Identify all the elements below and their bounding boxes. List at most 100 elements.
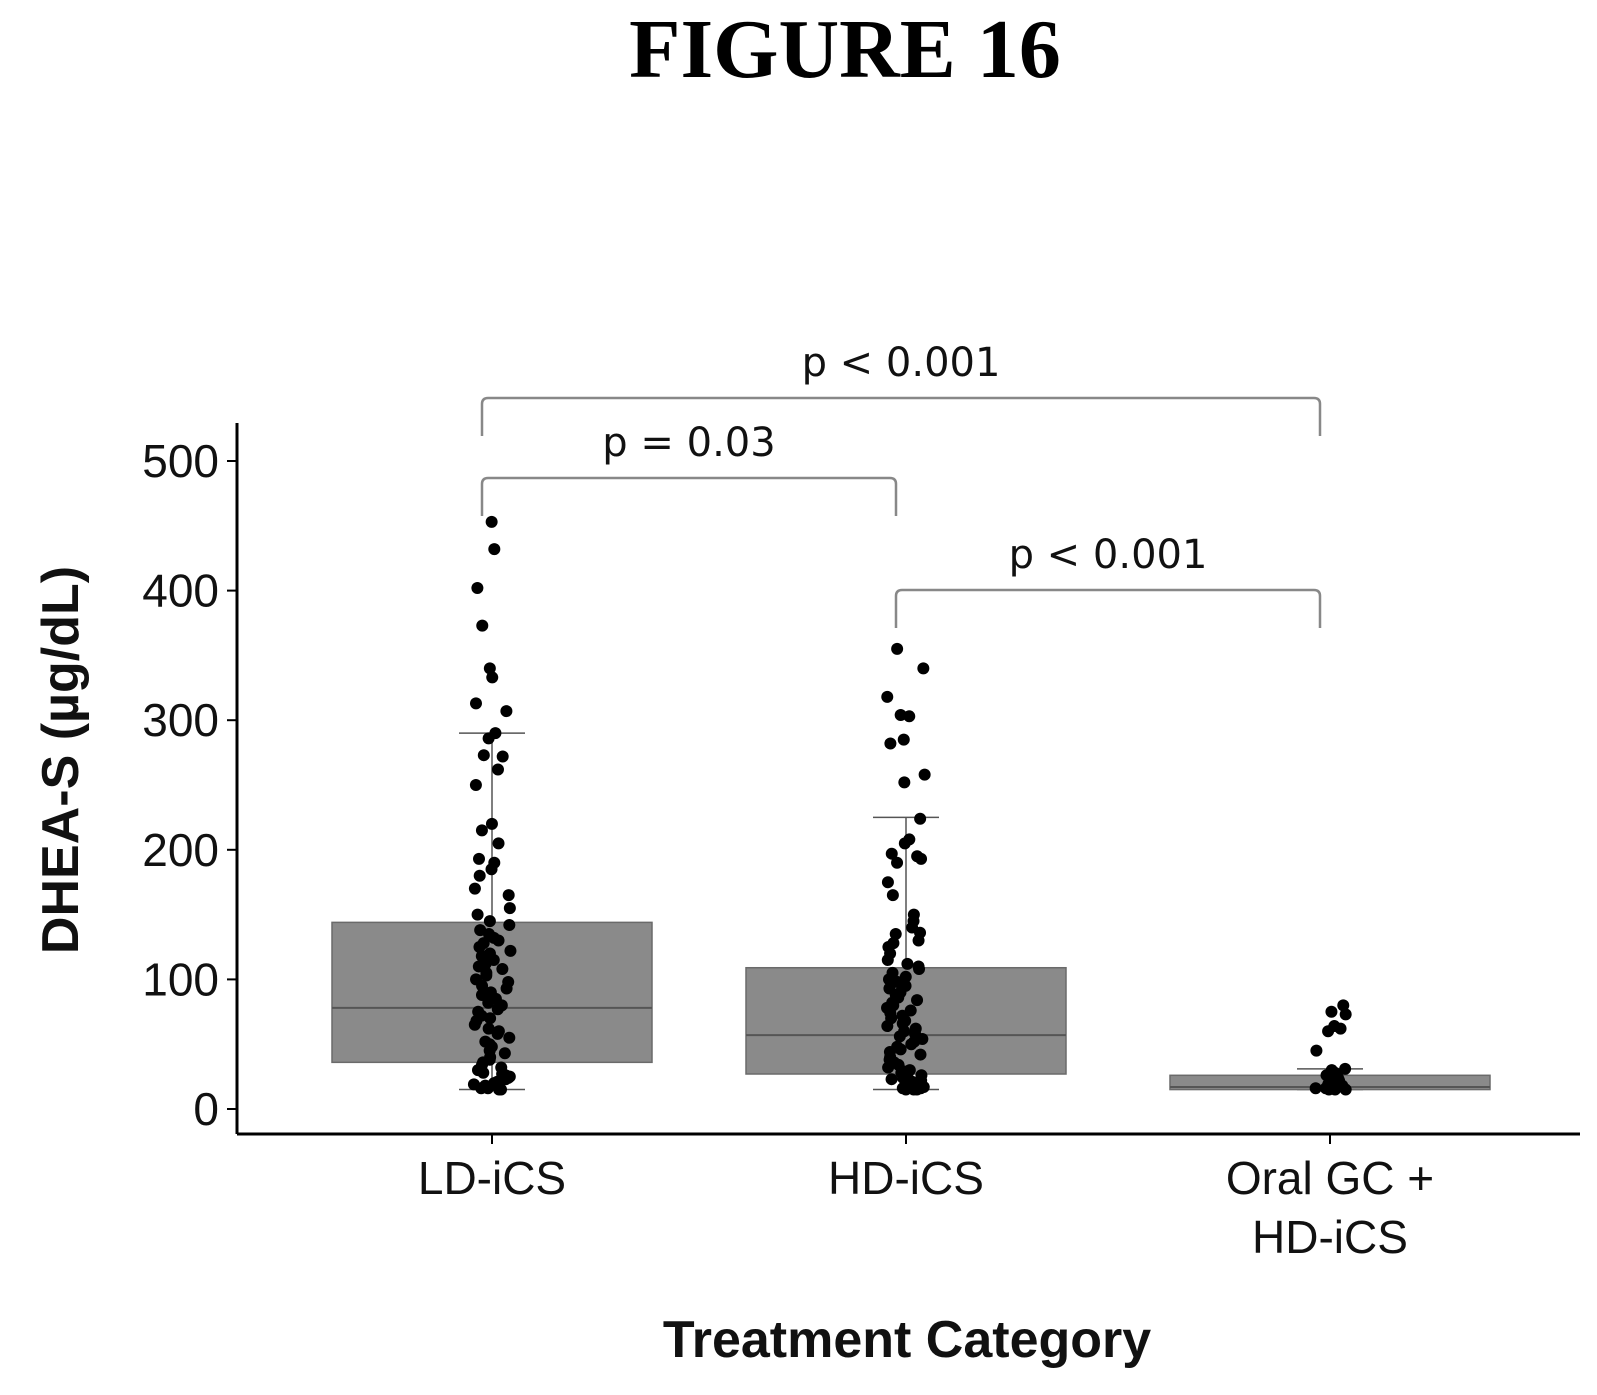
data-point	[471, 908, 484, 921]
data-point	[484, 1012, 497, 1025]
data-point	[491, 763, 504, 776]
figure-title: FIGURE 16	[629, 3, 1061, 96]
data-point	[476, 619, 489, 632]
x-category-label: HD-iCS	[828, 1152, 984, 1204]
data-point	[469, 779, 482, 791]
data-point	[503, 1031, 516, 1044]
data-point	[477, 1066, 490, 1079]
data-point	[913, 963, 926, 976]
data-point	[473, 852, 486, 865]
data-point	[473, 869, 486, 882]
data-point	[485, 515, 498, 528]
data-point	[500, 705, 513, 718]
data-point	[911, 994, 924, 1007]
data-point	[475, 824, 488, 837]
data-point	[885, 1073, 898, 1086]
data-point	[903, 710, 916, 723]
data-point	[477, 749, 490, 762]
data-point	[496, 750, 509, 763]
data-point	[882, 1061, 895, 1074]
data-point	[881, 690, 894, 703]
y-tick-label: 400	[142, 565, 219, 617]
data-point	[897, 733, 910, 746]
y-axis-ticks: 0 100 200 300 400 500	[142, 435, 237, 1135]
data-point	[886, 889, 899, 902]
data-point	[483, 915, 496, 928]
data-point	[481, 1082, 494, 1095]
data-point	[881, 953, 894, 966]
p-value-label: p < 0.001	[802, 340, 1001, 386]
data-point	[485, 817, 498, 830]
y-tick-label: 100	[142, 953, 219, 1005]
y-axis-title: DHEA-S (µg/dL)	[32, 566, 90, 954]
data-point	[912, 934, 925, 947]
data-point	[917, 662, 930, 675]
x-category-label: HD-iCS	[1252, 1211, 1408, 1263]
data-point	[914, 812, 927, 825]
data-point	[498, 1047, 511, 1060]
data-point	[1334, 1022, 1347, 1035]
data-point	[905, 1038, 918, 1051]
data-point	[485, 863, 498, 876]
x-axis-ticks: LD-iCS HD-iCS Oral GC + HD-iCS	[418, 1134, 1434, 1263]
y-tick-label: 500	[142, 435, 219, 487]
significance-brackets: p < 0.001 p = 0.03 p < 0.001	[480, 340, 1322, 628]
data-point	[1329, 1083, 1342, 1096]
p-value-label: p = 0.03	[602, 420, 775, 466]
data-point	[898, 837, 911, 850]
data-point	[503, 918, 516, 931]
data-point	[1337, 999, 1350, 1012]
data-point	[889, 928, 902, 941]
data-point	[469, 697, 482, 710]
data-point	[885, 847, 898, 860]
significance-bracket	[480, 476, 898, 516]
data-point	[1325, 1005, 1338, 1018]
data-point	[486, 671, 499, 684]
data-point	[495, 1083, 508, 1096]
data-point	[1339, 1062, 1352, 1075]
data-point	[504, 944, 517, 957]
data-point	[471, 582, 484, 595]
data-point	[496, 963, 509, 976]
data-point	[482, 996, 495, 1009]
data-point	[1339, 1083, 1352, 1096]
y-tick-label: 300	[142, 694, 219, 746]
data-point	[483, 662, 496, 675]
data-point	[881, 1020, 894, 1033]
p-value-label: p < 0.001	[1009, 532, 1208, 578]
significance-bracket	[480, 396, 1322, 436]
data-point	[1310, 1044, 1323, 1057]
data-point	[482, 1022, 495, 1035]
data-point	[468, 1018, 481, 1031]
box-plot: 0 100 200 300 400 500 LD-iCS HD-iCS Oral GC + HD…	[142, 340, 1580, 1263]
data-point	[894, 1043, 907, 1056]
data-point	[468, 882, 481, 895]
data-point	[901, 957, 914, 970]
data-point	[1322, 1025, 1335, 1038]
data-point	[491, 1027, 504, 1040]
points-layer	[467, 515, 1352, 1096]
data-point	[503, 902, 516, 915]
data-point	[500, 982, 513, 995]
data-point	[491, 1003, 504, 1016]
data-point	[492, 934, 505, 947]
x-axis-title: Treatment Category	[663, 1311, 1151, 1369]
data-point	[1309, 1082, 1322, 1095]
data-point	[881, 876, 894, 889]
significance-bracket	[894, 588, 1322, 628]
data-point	[914, 1048, 927, 1061]
data-point	[476, 979, 489, 992]
data-point	[480, 969, 493, 982]
x-category-label: Oral GC +	[1226, 1152, 1434, 1204]
data-point	[482, 732, 495, 745]
data-point	[893, 1030, 906, 1043]
y-tick-label: 200	[142, 824, 219, 876]
data-point	[884, 737, 897, 750]
data-point	[915, 852, 928, 865]
y-tick-label: 0	[193, 1083, 219, 1135]
x-category-label: LD-iCS	[418, 1152, 566, 1204]
data-point	[502, 889, 515, 902]
data-point	[473, 941, 486, 953]
data-point	[492, 837, 505, 850]
